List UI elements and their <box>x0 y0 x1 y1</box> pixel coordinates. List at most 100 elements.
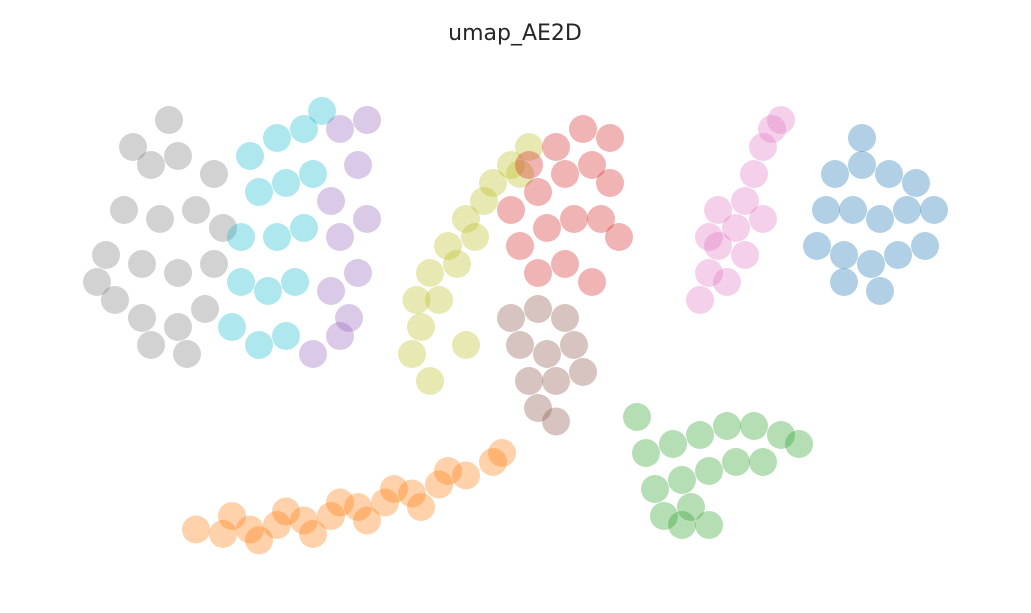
point <box>83 268 111 296</box>
point <box>209 520 237 548</box>
point <box>101 286 129 314</box>
point <box>596 169 624 197</box>
point <box>713 412 741 440</box>
point <box>272 322 300 350</box>
point <box>542 133 570 161</box>
point <box>416 367 444 395</box>
point <box>317 502 345 530</box>
point <box>398 340 426 368</box>
point <box>830 268 858 296</box>
point <box>272 169 300 197</box>
point <box>551 160 579 188</box>
point <box>578 268 606 296</box>
point <box>146 205 174 233</box>
point <box>731 187 759 215</box>
point <box>371 488 399 517</box>
point <box>326 322 354 350</box>
point <box>299 520 327 548</box>
point <box>245 178 273 206</box>
point <box>695 223 723 251</box>
point <box>299 340 327 368</box>
point <box>857 250 885 278</box>
point <box>848 124 876 152</box>
point <box>767 421 795 449</box>
point <box>749 448 777 476</box>
point <box>353 506 381 535</box>
point <box>200 160 228 188</box>
point <box>236 142 264 170</box>
point <box>884 241 912 269</box>
point <box>695 259 723 287</box>
point <box>407 313 435 341</box>
point <box>668 511 696 539</box>
point <box>893 196 921 224</box>
point <box>920 196 948 224</box>
point <box>731 241 759 269</box>
point <box>317 277 345 305</box>
point <box>344 493 372 521</box>
point <box>524 295 552 323</box>
point <box>317 187 345 215</box>
point <box>290 506 318 535</box>
point <box>425 470 453 499</box>
point <box>281 268 309 296</box>
point <box>452 205 480 233</box>
point <box>839 196 867 224</box>
point <box>497 151 525 179</box>
point <box>353 106 381 134</box>
point <box>335 304 363 332</box>
point <box>263 511 291 539</box>
point <box>641 475 669 503</box>
point <box>497 196 525 224</box>
point <box>407 493 435 521</box>
point <box>434 457 462 485</box>
chart-title: umap_AE2D <box>448 21 582 46</box>
point <box>569 115 597 143</box>
point <box>182 515 210 544</box>
point <box>470 187 498 215</box>
point <box>704 196 732 224</box>
point <box>416 259 444 287</box>
point <box>200 250 228 278</box>
point <box>452 461 480 490</box>
point <box>551 250 579 278</box>
point <box>875 160 903 188</box>
point <box>209 214 237 242</box>
point <box>137 151 165 179</box>
point <box>812 196 840 224</box>
point <box>830 241 858 269</box>
point <box>443 250 471 278</box>
point <box>533 340 561 368</box>
point <box>866 205 894 233</box>
point <box>524 178 552 206</box>
point <box>290 214 318 242</box>
point <box>326 223 354 251</box>
point <box>398 479 426 508</box>
point <box>767 106 795 134</box>
point <box>569 358 597 386</box>
point <box>164 313 192 341</box>
point <box>515 133 543 161</box>
point <box>164 142 192 170</box>
point <box>911 232 939 260</box>
point <box>425 286 453 314</box>
point <box>686 286 714 314</box>
point <box>578 151 606 179</box>
point <box>533 214 561 242</box>
point <box>236 515 264 544</box>
point <box>402 286 431 314</box>
point <box>596 124 624 152</box>
point <box>119 133 147 161</box>
point <box>632 439 660 467</box>
point <box>785 430 813 458</box>
point <box>218 502 246 530</box>
point <box>722 214 750 242</box>
point <box>128 250 156 278</box>
point <box>155 106 183 134</box>
point <box>92 241 120 269</box>
point <box>263 124 291 152</box>
point <box>506 160 534 188</box>
point <box>452 331 480 359</box>
point <box>542 367 570 395</box>
